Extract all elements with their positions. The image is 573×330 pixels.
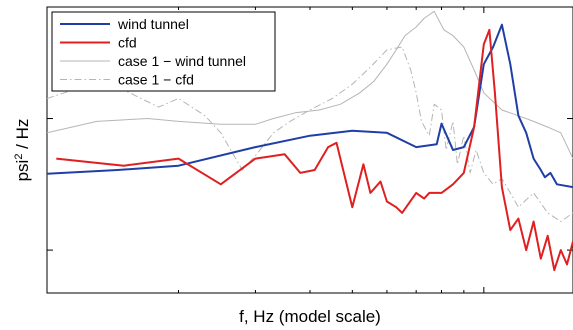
legend-label-1: cfd xyxy=(118,35,137,51)
legend: wind tunnel cfd case 1 − wind tunnel case 1… xyxy=(51,11,276,92)
y-axis-label: psi2 / Hz xyxy=(13,119,32,182)
tick-marks xyxy=(46,7,573,293)
series-line-1 xyxy=(56,28,573,272)
series-line-2 xyxy=(47,10,573,159)
legend-label-0: wind tunnel xyxy=(117,16,189,32)
legend-label-3: case 1 − cfd xyxy=(118,72,194,88)
x-axis-label: f, Hz (model scale) xyxy=(239,307,381,326)
legend-label-2: case 1 − wind tunnel xyxy=(118,53,246,69)
legend-box xyxy=(51,11,276,92)
